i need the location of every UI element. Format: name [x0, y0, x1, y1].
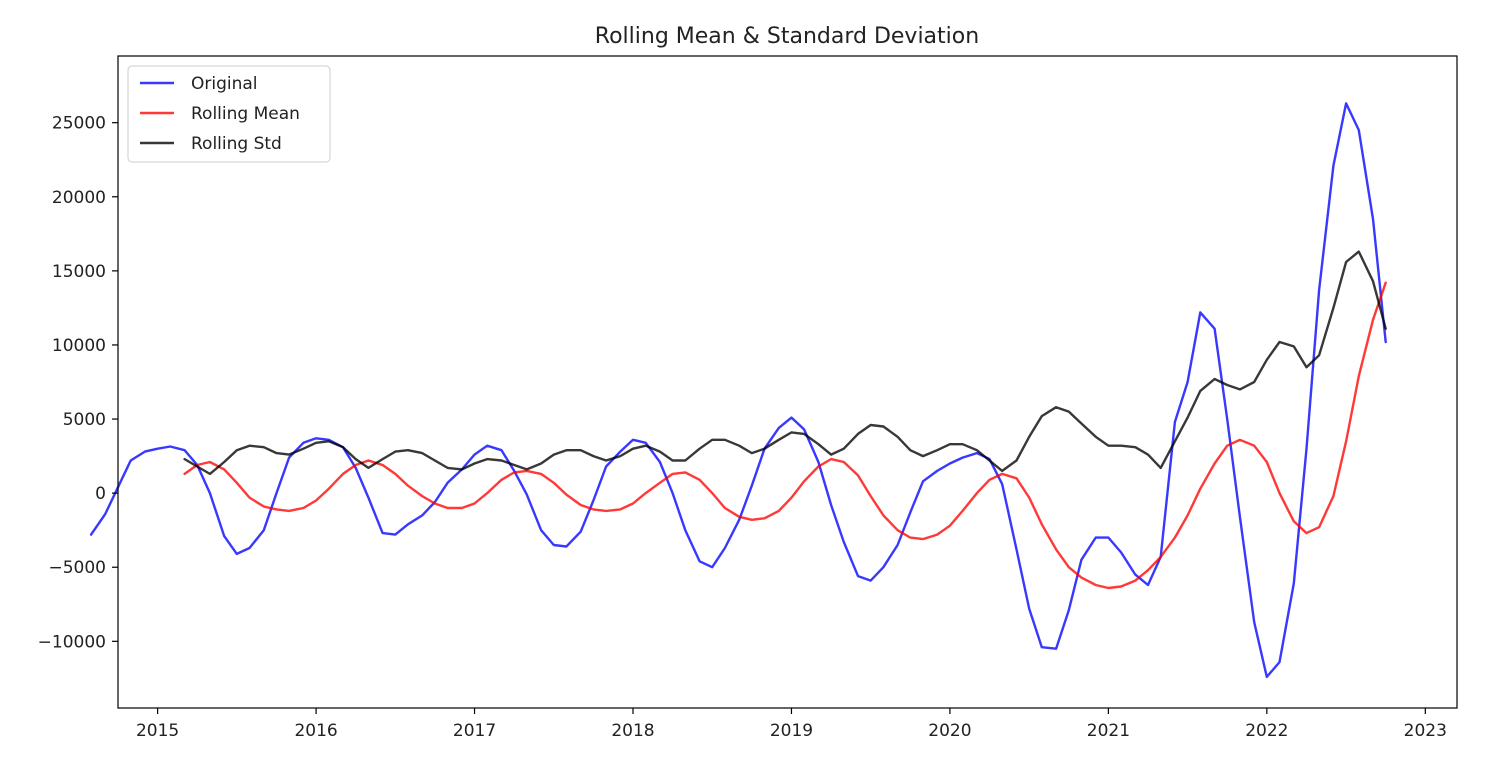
x-axis: 2015 2016 2017 2018 2019 2020 2021 2022 2023 — [136, 708, 1447, 741]
y-tick-label: 15000 — [52, 262, 106, 282]
plot-frame — [117, 55, 1458, 709]
x-tick-label: 2022 — [1245, 721, 1288, 741]
x-tick-label: 2018 — [611, 721, 654, 741]
legend-label-rolling-std: Rolling Std — [191, 134, 282, 154]
series-line-original — [89, 102, 1387, 679]
y-tick-label: 20000 — [52, 188, 106, 208]
x-tick-label: 2017 — [453, 721, 496, 741]
y-tick-label: 5000 — [63, 410, 106, 430]
legend-label-rolling-mean: Rolling Mean — [191, 104, 300, 124]
x-tick-label: 2021 — [1087, 721, 1130, 741]
y-axis: −10000 −5000 0 5000 10000 15000 20000 25000 — [38, 114, 118, 652]
x-tick-label: 2023 — [1404, 721, 1447, 741]
chart-title: Rolling Mean & Standard Deviation — [595, 24, 979, 49]
series-line-rolling-std — [183, 250, 1387, 476]
x-tick-label: 2015 — [136, 721, 179, 741]
x-tick-label: 2019 — [770, 721, 813, 741]
legend-label-original: Original — [191, 74, 258, 94]
y-tick-label: −10000 — [38, 632, 106, 652]
y-tick-label: 25000 — [52, 114, 106, 134]
series-line-rolling-mean — [183, 281, 1387, 590]
legend: Original Rolling Mean Rolling Std — [127, 65, 331, 163]
y-tick-label: −5000 — [48, 558, 106, 578]
series-layer — [89, 102, 1387, 679]
legend-box — [127, 65, 331, 163]
y-tick-label: 10000 — [52, 336, 106, 356]
x-tick-label: 2020 — [928, 721, 971, 741]
y-tick-label: 0 — [95, 484, 106, 504]
x-tick-label: 2016 — [294, 721, 337, 741]
